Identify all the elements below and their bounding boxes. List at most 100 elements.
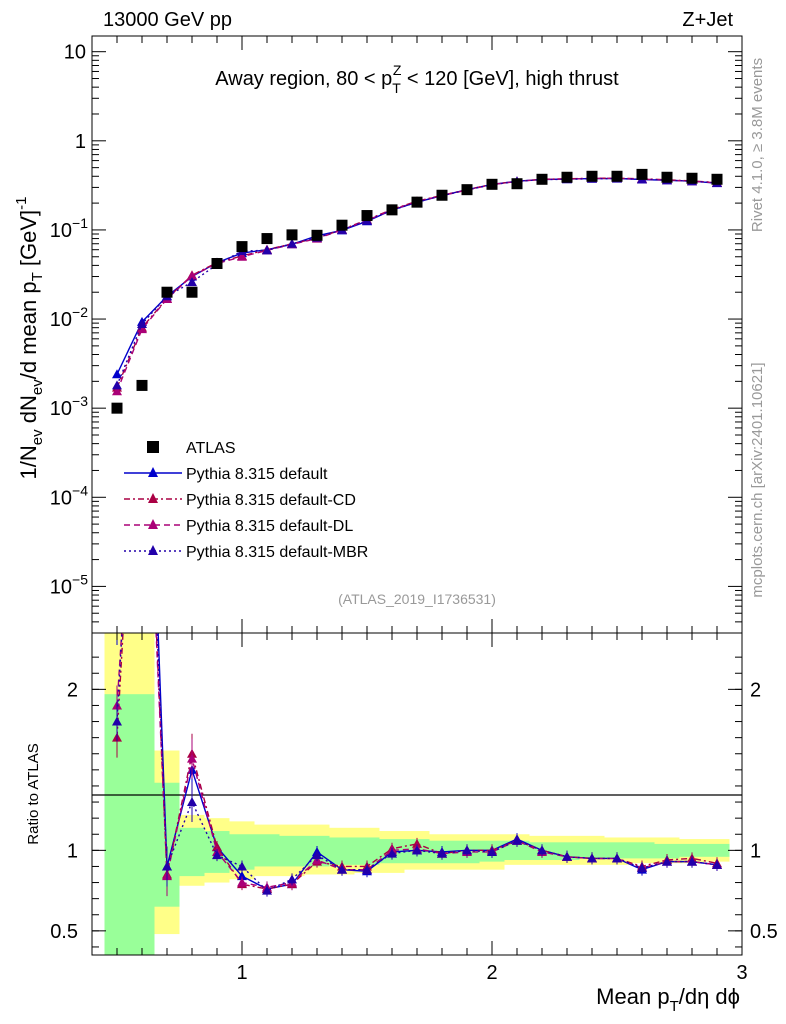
data-point-atlas xyxy=(261,233,273,245)
ratio-marker-mbr xyxy=(537,845,547,855)
ratio-marker-mbr xyxy=(412,845,422,855)
ylabel-b: dN xyxy=(16,395,41,429)
data-point-atlas xyxy=(311,229,323,241)
plot-title-sup: Z xyxy=(393,62,402,78)
data-point-atlas xyxy=(386,204,398,216)
data-point-atlas xyxy=(636,168,648,180)
data-point-atlas xyxy=(286,229,298,241)
ratio-marker-mbr xyxy=(512,835,522,845)
data-point-atlas xyxy=(436,189,448,201)
xlabel-a: Mean p xyxy=(596,984,669,1009)
data-point-atlas xyxy=(586,170,598,182)
ratio-ytick-label-right: 2 xyxy=(750,679,761,701)
analysis-id: (ATLAS_2019_I1736531) xyxy=(338,591,496,607)
legend-default-label: Pythia 8.315 default xyxy=(186,466,328,483)
main-marker-dl xyxy=(187,270,197,280)
ratio-band-inner xyxy=(504,840,530,861)
ratio-marker-dl xyxy=(237,877,247,887)
main-marker-dl xyxy=(112,386,122,396)
ratio-plot-frame xyxy=(91,632,743,956)
ratio-marker-mbr xyxy=(687,856,697,866)
ratio-band-inner xyxy=(679,843,705,857)
main-marker-mbr xyxy=(287,238,297,248)
data-point-atlas xyxy=(486,178,498,190)
ratio-marker-mbr xyxy=(612,853,622,863)
ratio-marker-mbr xyxy=(112,716,122,726)
ratio-marker-dl xyxy=(187,753,197,763)
data-point-atlas xyxy=(211,258,223,270)
ratio-band-inner xyxy=(254,834,280,867)
ratio-band-inner xyxy=(129,694,155,955)
ratio-ylabel-text: Ratio to ATLAS xyxy=(25,743,42,844)
legend-cd-label: Pythia 8.315 default-CD xyxy=(186,492,356,509)
rivet-text: Rivet 4.1.0, ≥ 3.8M events xyxy=(749,58,766,232)
ratio-band-inner xyxy=(279,835,305,867)
x-axis-label: Mean pT/dη dϕ xyxy=(596,984,740,1015)
data-point-atlas xyxy=(186,286,198,298)
ratio-marker-mbr xyxy=(587,853,597,863)
main-marker-mbr xyxy=(187,277,197,287)
ratio-marker-mbr xyxy=(137,266,147,275)
data-point-atlas xyxy=(161,286,173,298)
plot-title-sub: T xyxy=(392,80,401,96)
ylabel-d: [GeV] xyxy=(16,210,41,272)
data-point-atlas xyxy=(236,241,248,253)
ratio-y-label: Ratio to ATLAS xyxy=(25,743,42,844)
data-point-atlas xyxy=(711,173,723,185)
ratio-marker-mbr xyxy=(237,861,247,871)
ratio-marker-mbr xyxy=(212,850,222,860)
xlabel-b: /dη dϕ xyxy=(679,984,740,1009)
ratio-marker-mbr xyxy=(637,863,647,873)
ratio-band-inner xyxy=(654,843,680,859)
main-ytick-label: 10−5 xyxy=(50,571,88,598)
ratio-band-inner xyxy=(604,842,630,859)
main-ytick-label: 10−3 xyxy=(50,393,88,420)
main-ytick-label: 1 xyxy=(75,131,86,153)
ylabel-s1: ev xyxy=(29,429,46,445)
main-marker-mbr xyxy=(112,380,122,390)
y-axis-label: 1/Nev dNev/d mean pT [GeV]-1 xyxy=(13,197,46,480)
data-point-atlas xyxy=(111,402,123,414)
ratio-xtick-label: 2 xyxy=(486,962,497,984)
data-point-atlas xyxy=(611,170,623,182)
main-ytick-label: 10−4 xyxy=(50,482,88,509)
ratio-marker-mbr xyxy=(387,848,397,858)
ratio-marker-default xyxy=(137,201,147,210)
main-marker-default xyxy=(112,369,122,379)
legend-dl-label: Pythia 8.315 default-DL xyxy=(186,518,353,535)
data-point-atlas xyxy=(461,184,473,196)
legend: ATLAS Pythia 8.315 default Pythia 8.315 … xyxy=(124,440,368,561)
ylabel-s3: T xyxy=(29,272,46,281)
ratio-marker-mbr xyxy=(362,864,372,874)
rivet-label: Rivet 4.1.0, ≥ 3.8M events xyxy=(749,58,766,232)
data-point-atlas xyxy=(661,171,673,183)
main-marker-dl xyxy=(137,324,147,334)
plot-title: Away region, 80 < pTZ < 120 [GeV], high … xyxy=(215,62,619,96)
data-point-atlas xyxy=(136,379,148,391)
ratio-xtick-label: 3 xyxy=(736,962,747,984)
legend-mbr-marker xyxy=(148,545,158,555)
ratio-xtick-label: 1 xyxy=(236,962,247,984)
ratio-marker-mbr xyxy=(712,859,722,869)
ratio-marker-mbr xyxy=(187,797,197,807)
main-ytick-label: 10−1 xyxy=(50,215,88,242)
ratio-marker-mbr xyxy=(462,845,472,855)
ratio-band-inner xyxy=(629,842,655,859)
plot-title-a: Away region, 80 < p xyxy=(215,68,392,90)
ylabel-e: -1 xyxy=(13,197,30,210)
mcplots-text: mcplots.cern.ch [arXiv:2401.10621] xyxy=(749,362,766,597)
data-point-atlas xyxy=(336,219,348,231)
ratio-marker-mbr xyxy=(662,856,672,866)
ratio-line-mbr xyxy=(116,633,718,892)
legend-dl-marker xyxy=(148,519,158,529)
main-line-mbr xyxy=(116,177,718,386)
ylabel-c: /d mean p xyxy=(16,281,41,379)
ratio-ytick-label-right: 0.5 xyxy=(750,921,778,943)
ratio-marker-mbr xyxy=(337,864,347,874)
svg-text:1/Nev dNev/d mean pT [GeV]-1: 1/Nev dNev/d mean pT [GeV]-1 xyxy=(13,197,46,480)
data-point-atlas xyxy=(411,196,423,208)
legend-atlas-marker xyxy=(147,441,159,453)
main-marker-mbr xyxy=(262,245,272,255)
plot-title-b: < 120 [GeV], high thrust xyxy=(401,68,619,90)
ratio-marker-mbr xyxy=(262,885,272,895)
